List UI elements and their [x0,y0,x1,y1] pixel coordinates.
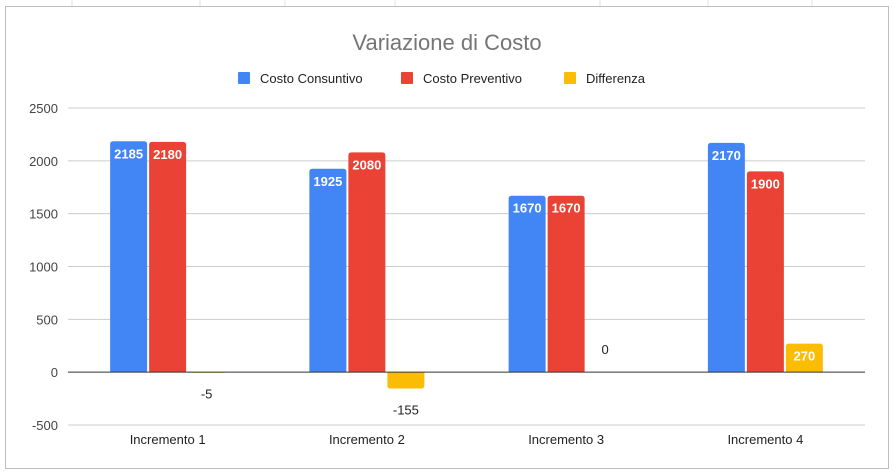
data-label: 2170 [712,148,741,163]
bar[interactable] [348,152,386,373]
chart-svg: Variazione di Costo Costo Consuntivo Cost… [29,30,865,447]
legend-label: Costo Consuntivo [260,71,363,86]
bar[interactable] [508,195,546,373]
chart-data-labels: 2185 2180 -5 1925 2080 -155 1670 1670 0 2170 1900 2… [114,146,815,417]
bar[interactable] [309,168,347,373]
data-label: 1925 [313,174,342,189]
data-label: 1670 [513,201,542,216]
legend-label: Differenza [586,71,646,86]
y-tick-label: 0 [51,365,58,380]
y-tick-label: 500 [36,312,58,327]
chart-container[interactable]: Variazione di Costo Costo Consuntivo Cost… [5,6,889,469]
bar[interactable] [387,372,425,389]
y-tick-label: 1000 [29,260,58,275]
data-label: 2180 [153,147,182,162]
data-label: 0 [602,342,609,357]
legend-swatch [238,72,250,84]
data-label: 1900 [751,176,780,191]
data-label: 2080 [352,157,381,172]
y-tick-label: 2000 [29,154,58,169]
x-category-label: Incremento 1 [130,432,206,447]
data-label: 2185 [114,146,143,161]
data-label: 270 [794,349,816,364]
bar[interactable] [785,343,823,373]
x-category-label: Incremento 2 [329,432,405,447]
bar[interactable] [746,171,784,373]
chart-bars [110,141,823,389]
chart-gridlines [68,107,865,426]
bar[interactable] [110,141,148,373]
y-tick-label: 2500 [29,101,58,116]
y-tick-label: 1500 [29,207,58,222]
y-axis-ticks: 2500 2000 1500 1000 500 0 -500 [29,101,58,433]
bar[interactable] [547,195,585,373]
chart-title: Variazione di Costo [352,30,541,55]
x-category-label: Incremento 4 [727,432,803,447]
y-tick-label: -500 [32,418,58,433]
data-label: 1670 [552,201,581,216]
legend-label: Costo Preventivo [423,71,522,86]
chart-legend[interactable]: Costo Consuntivo Costo Preventivo Differen… [238,71,646,86]
x-axis-categories: Incremento 1 Incremento 2 Incremento 3 Incr… [130,432,804,447]
x-category-label: Incremento 3 [528,432,604,447]
bar[interactable] [707,142,745,373]
bar[interactable] [149,141,187,373]
data-label: -5 [201,387,213,402]
data-label: -155 [393,403,419,418]
legend-swatch [564,72,576,84]
legend-swatch [401,72,413,84]
